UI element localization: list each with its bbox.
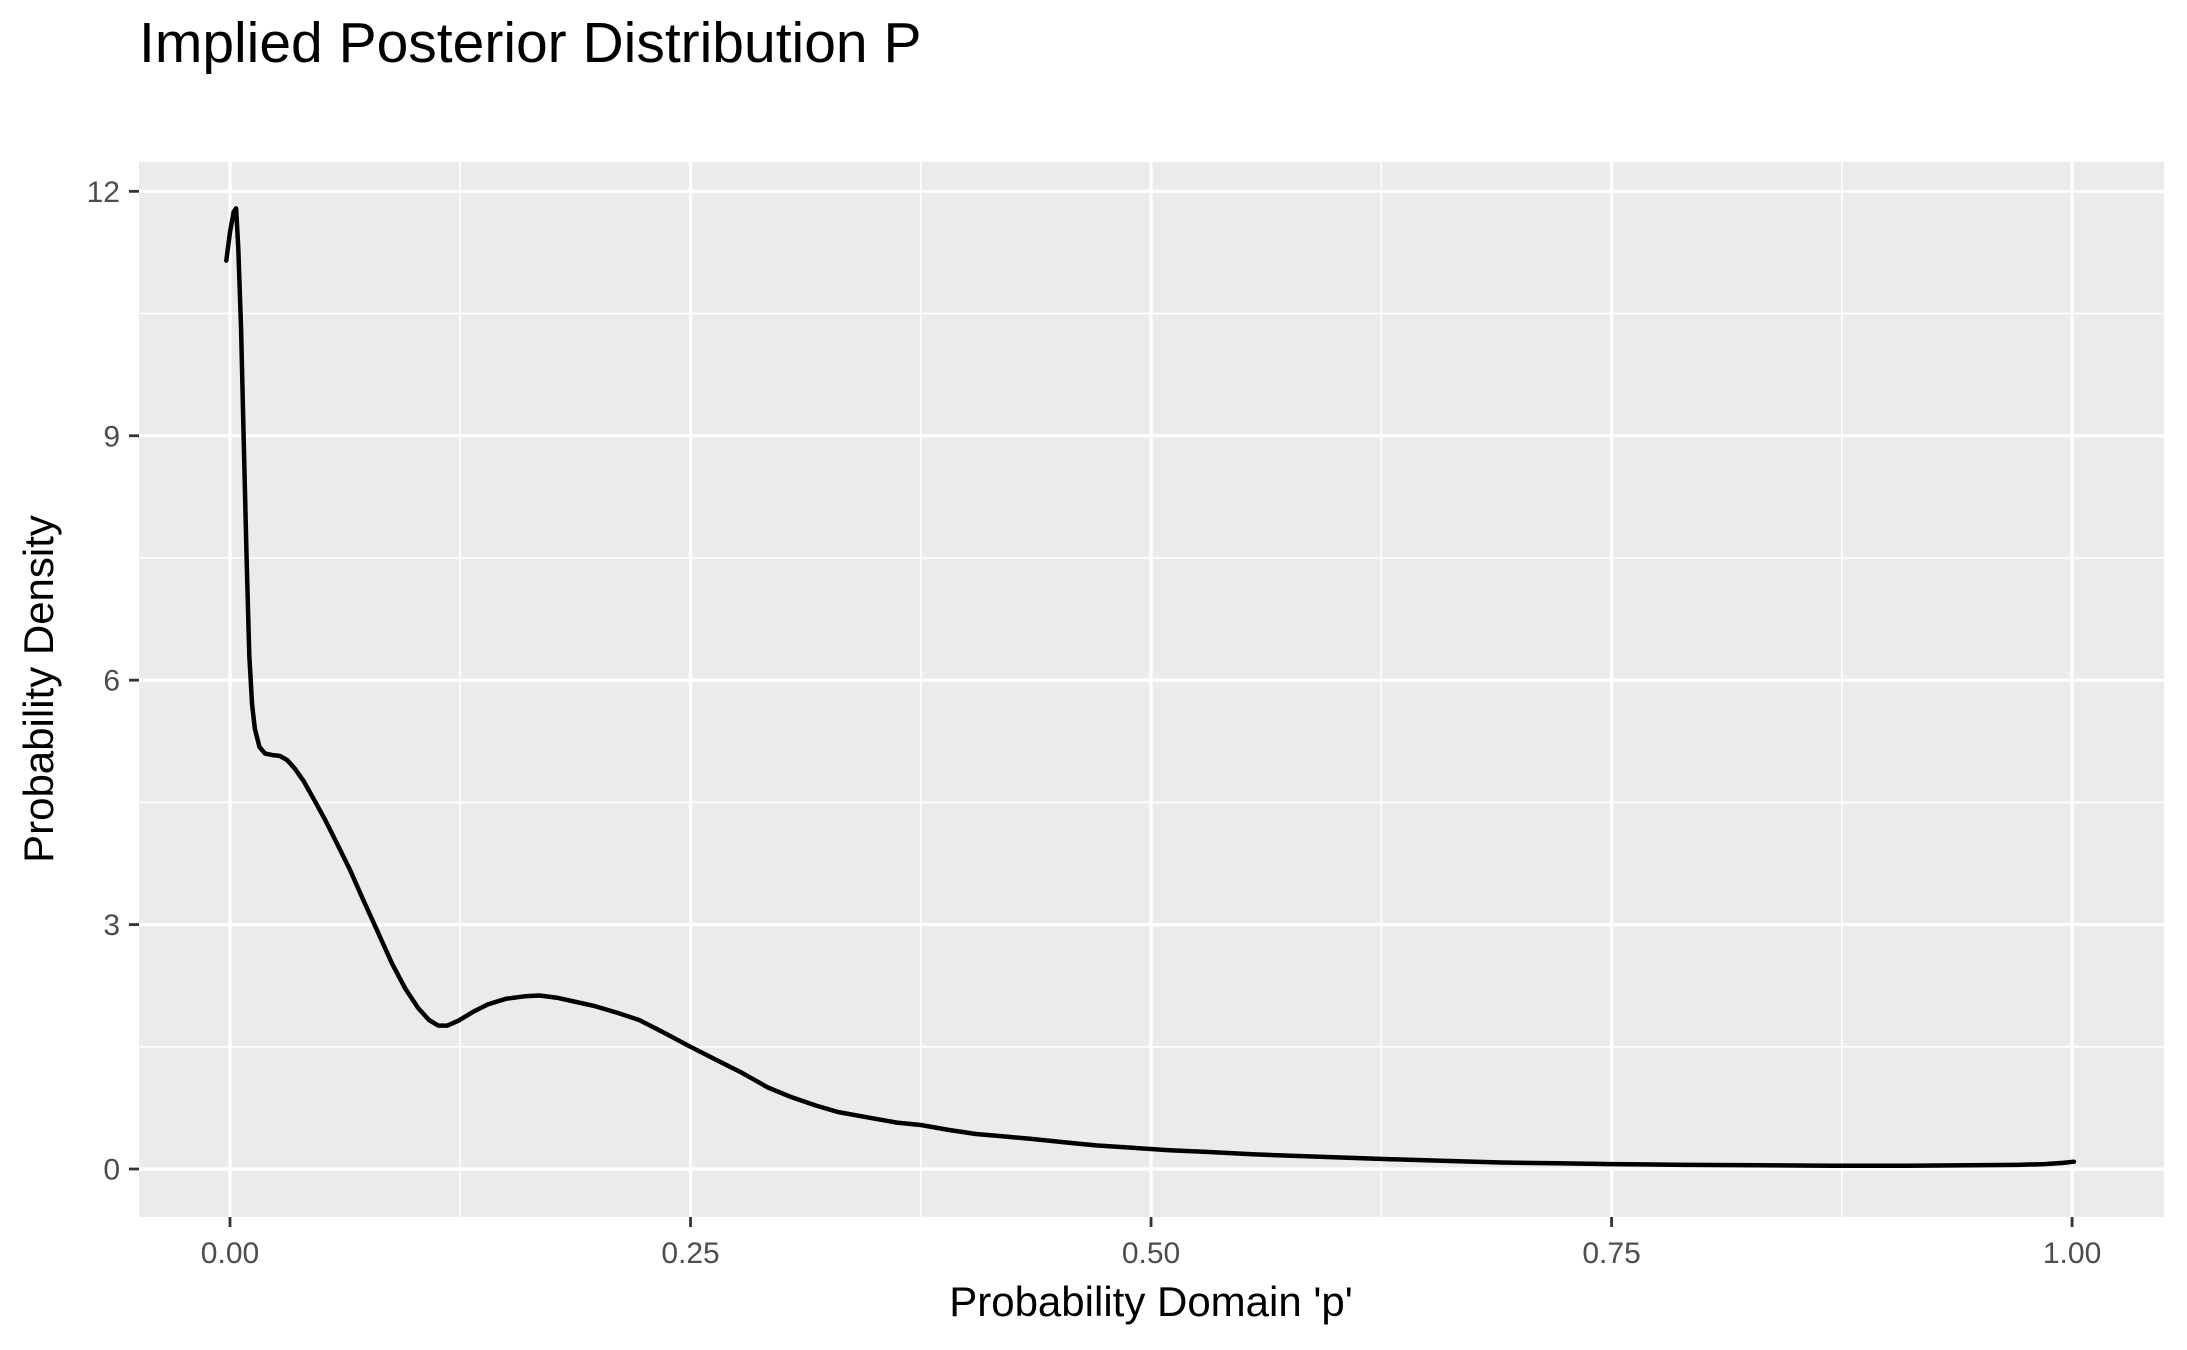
y-axis-title: Probability Density (15, 515, 62, 863)
x-tick-label: 0.75 (1582, 1237, 1640, 1270)
x-axis-tick-labels: 0.00 0.25 0.50 0.75 1.00 (201, 1237, 2101, 1270)
x-tick-label: 0.50 (1122, 1237, 1180, 1270)
major-gridlines (139, 162, 2164, 1217)
plot-title: Implied Posterior Distribution P (139, 11, 921, 75)
y-tick-label: 12 (87, 176, 120, 209)
y-tick-label: 0 (103, 1154, 120, 1187)
x-axis-title: Probability Domain 'p' (949, 1278, 1353, 1325)
y-tick-label: 6 (103, 665, 120, 698)
density-curve (224, 206, 2077, 1169)
axis-tick-marks (129, 189, 2074, 1227)
x-tick-label: 1.00 (2043, 1237, 2101, 1270)
y-axis-tick-labels: 0 3 6 9 12 (87, 176, 120, 1187)
y-tick-label: 3 (103, 909, 120, 942)
y-tick-label: 9 (103, 420, 120, 453)
x-tick-label: 0.25 (661, 1237, 719, 1270)
x-tick-label: 0.00 (201, 1237, 259, 1270)
